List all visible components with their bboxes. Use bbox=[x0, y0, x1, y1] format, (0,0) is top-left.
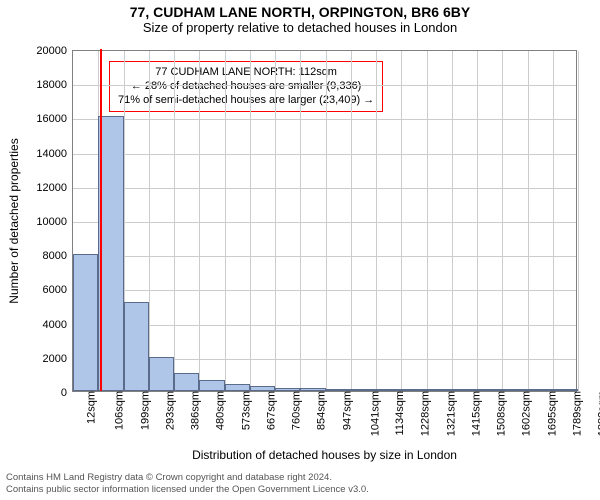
bar bbox=[427, 389, 452, 391]
gridline-v bbox=[351, 51, 352, 391]
gridline-v bbox=[578, 51, 579, 391]
x-tick: 760sqm bbox=[287, 391, 303, 430]
x-tick: 12sqm bbox=[82, 391, 98, 424]
annotation-line: 77 CUDHAM LANE NORTH: 112sqm bbox=[118, 66, 374, 80]
x-tick: 573sqm bbox=[236, 391, 252, 430]
gridline-v bbox=[174, 51, 175, 391]
footer-line: Contains public sector information licen… bbox=[6, 484, 369, 496]
footer: Contains HM Land Registry data © Crown c… bbox=[6, 472, 369, 496]
x-tick: 386sqm bbox=[186, 391, 202, 430]
y-tick: 10000 bbox=[36, 216, 73, 228]
bar bbox=[124, 302, 149, 391]
y-tick: 18000 bbox=[36, 79, 73, 91]
gridline-v bbox=[275, 51, 276, 391]
x-tick: 1321sqm bbox=[441, 391, 457, 436]
plot-area: 77 CUDHAM LANE NORTH: 112sqm← 28% of det… bbox=[72, 50, 577, 392]
bar bbox=[401, 389, 426, 391]
gridline-v bbox=[326, 51, 327, 391]
y-tick: 4000 bbox=[43, 319, 73, 331]
bar bbox=[98, 116, 123, 391]
bar bbox=[553, 389, 578, 391]
bar bbox=[502, 389, 527, 391]
y-tick: 20000 bbox=[36, 45, 73, 57]
gridline-v bbox=[502, 51, 503, 391]
footer-line: Contains HM Land Registry data © Crown c… bbox=[6, 472, 369, 484]
gridline-v bbox=[376, 51, 377, 391]
bar bbox=[326, 389, 351, 391]
gridline-v bbox=[250, 51, 251, 391]
gridline-v bbox=[553, 51, 554, 391]
x-tick: 199sqm bbox=[135, 391, 151, 430]
x-tick: 106sqm bbox=[110, 391, 126, 430]
x-tick: 947sqm bbox=[337, 391, 353, 430]
x-tick: 293sqm bbox=[160, 391, 176, 430]
gridline-v bbox=[401, 51, 402, 391]
y-axis-label: Number of detached properties bbox=[7, 138, 21, 303]
y-tick: 14000 bbox=[36, 148, 73, 160]
x-tick: 854sqm bbox=[312, 391, 328, 430]
bar bbox=[528, 389, 553, 391]
y-tick: 8000 bbox=[43, 250, 73, 262]
x-tick: 1508sqm bbox=[492, 391, 508, 436]
x-tick: 1882sqm bbox=[593, 391, 600, 436]
bar bbox=[250, 386, 275, 391]
y-tick: 12000 bbox=[36, 182, 73, 194]
x-axis-label: Distribution of detached houses by size … bbox=[72, 448, 577, 462]
bar bbox=[376, 389, 401, 391]
y-tick: 16000 bbox=[36, 113, 73, 125]
gridline-v bbox=[149, 51, 150, 391]
x-tick: 1695sqm bbox=[542, 391, 558, 436]
y-tick: 6000 bbox=[43, 284, 73, 296]
gridline-v bbox=[477, 51, 478, 391]
bar bbox=[300, 388, 325, 391]
bar bbox=[275, 388, 300, 391]
annotation-box: 77 CUDHAM LANE NORTH: 112sqm← 28% of det… bbox=[109, 61, 383, 112]
gridline-v bbox=[300, 51, 301, 391]
bar bbox=[477, 389, 502, 391]
gridline-v bbox=[199, 51, 200, 391]
annotation-line: ← 28% of detached houses are smaller (9,… bbox=[118, 80, 374, 94]
x-tick: 1228sqm bbox=[416, 391, 432, 436]
x-tick: 667sqm bbox=[261, 391, 277, 430]
bar bbox=[174, 373, 199, 391]
x-tick: 1415sqm bbox=[466, 391, 482, 436]
x-tick: 1789sqm bbox=[567, 391, 583, 436]
chart: 77 CUDHAM LANE NORTH: 112sqm← 28% of det… bbox=[0, 0, 600, 500]
x-tick: 1041sqm bbox=[365, 391, 381, 436]
bar bbox=[225, 384, 250, 391]
x-tick: 480sqm bbox=[211, 391, 227, 430]
bar bbox=[149, 357, 174, 391]
bar bbox=[199, 380, 224, 391]
x-tick: 1134sqm bbox=[390, 391, 406, 435]
bar bbox=[73, 254, 98, 391]
gridline-v bbox=[225, 51, 226, 391]
bar bbox=[351, 389, 376, 391]
property-marker bbox=[100, 49, 102, 391]
gridline-v bbox=[528, 51, 529, 391]
x-tick: 1602sqm bbox=[517, 391, 533, 436]
gridline-v bbox=[452, 51, 453, 391]
y-tick: 0 bbox=[61, 387, 73, 399]
gridline-v bbox=[427, 51, 428, 391]
annotation-line: 71% of semi-detached houses are larger (… bbox=[118, 94, 374, 108]
bar bbox=[452, 389, 477, 391]
y-tick: 2000 bbox=[43, 353, 73, 365]
